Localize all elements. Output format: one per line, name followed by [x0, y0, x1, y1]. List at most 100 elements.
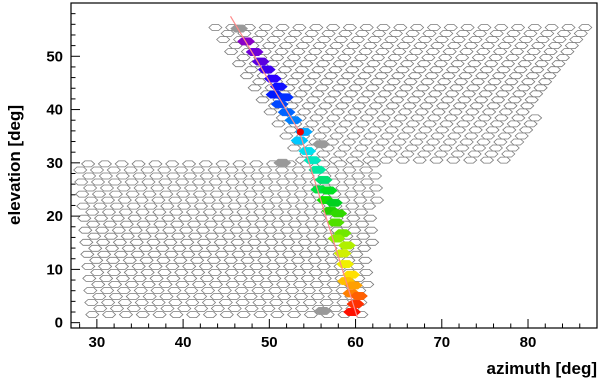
camera-pixel	[208, 178, 223, 186]
camera-pixel	[412, 156, 427, 164]
camera-pixel	[84, 196, 99, 204]
camera-pixel	[293, 190, 308, 198]
camera-pixel	[342, 166, 357, 174]
camera-pixel	[371, 30, 387, 37]
camera-pixel	[123, 166, 138, 174]
camera-pixel	[509, 48, 525, 55]
camera-pixel	[263, 226, 278, 234]
camera-pixel	[217, 184, 232, 192]
camera-pixel	[366, 150, 381, 158]
camera-pixel	[88, 244, 103, 252]
camera-pixel	[238, 232, 253, 240]
track-hit-pixel	[308, 165, 327, 174]
camera-pixel	[317, 126, 332, 134]
camera-pixel	[375, 138, 390, 146]
camera-pixel	[564, 42, 579, 49]
camera-pixel	[404, 144, 419, 152]
camera-pixel	[348, 84, 363, 92]
camera-pixel	[217, 287, 232, 294]
camera-pixel	[451, 126, 466, 134]
track-hit-pixel	[313, 307, 332, 315]
camera-pixel	[323, 244, 338, 252]
camera-pixel	[171, 232, 186, 240]
camera-pixel	[116, 184, 131, 192]
camera-pixel	[326, 280, 341, 288]
camera-pixel	[555, 54, 570, 61]
camera-pixel	[393, 114, 408, 122]
camera-pixel	[178, 214, 193, 222]
camera-pixel	[148, 160, 163, 168]
camera-pixel	[224, 48, 239, 55]
camera-pixel	[286, 208, 301, 216]
camera-pixel	[287, 220, 302, 228]
camera-pixel	[215, 160, 230, 168]
camera-pixel	[294, 66, 309, 74]
camera-pixel	[487, 78, 502, 86]
camera-pixel	[105, 256, 121, 264]
camera-pixel	[312, 132, 327, 140]
camera-pixel	[74, 178, 89, 186]
camera-pixel	[492, 72, 507, 80]
camera-pixel	[315, 250, 330, 258]
camera-pixel	[242, 178, 257, 186]
camera-pixel	[160, 305, 175, 312]
camera-pixel	[126, 305, 141, 312]
camera-pixel	[506, 30, 521, 37]
camera-pixel	[400, 150, 415, 158]
camera-pixel	[97, 160, 112, 168]
camera-pixel	[102, 220, 118, 228]
camera-pixel	[378, 66, 393, 74]
camera-pixel	[448, 108, 463, 116]
camera-pixel	[377, 90, 392, 98]
camera-pixel	[520, 102, 535, 110]
camera-pixel	[434, 36, 449, 43]
camera-pixel	[308, 48, 323, 55]
camera-pixel	[232, 160, 247, 168]
camera-pixel	[254, 220, 269, 228]
camera-pixel	[326, 114, 341, 122]
camera-pixel	[240, 256, 255, 264]
camera-pixel	[472, 144, 487, 152]
camera-pixel	[468, 126, 483, 134]
camera-pixel	[236, 54, 251, 61]
camera-pixel	[270, 54, 285, 61]
camera-pixel	[516, 84, 531, 92]
camera-pixel	[356, 232, 371, 240]
camera-pixel	[134, 196, 149, 204]
camera-pixel	[235, 299, 250, 306]
camera-pixel	[308, 268, 323, 276]
camera-pixel	[535, 36, 550, 43]
camera-pixel	[358, 138, 373, 146]
camera-pixel	[98, 172, 113, 180]
camera-pixel	[485, 126, 500, 134]
camera-pixel	[416, 60, 432, 68]
camera-pixel	[424, 72, 439, 80]
camera-pixel	[472, 30, 487, 37]
camera-pixel	[126, 202, 141, 210]
camera-pixel	[223, 256, 238, 264]
camera-pixel	[164, 250, 179, 258]
camera-pixel	[168, 299, 183, 306]
camera-pixel	[133, 287, 148, 294]
camera-pixel	[338, 120, 353, 128]
camera-pixel	[471, 54, 486, 61]
camera-pixel	[77, 214, 92, 222]
camera-pixel	[498, 108, 513, 116]
camera-pixel	[409, 48, 424, 55]
camera-pixel	[438, 54, 453, 61]
camera-pixel	[231, 60, 247, 68]
camera-pixel	[543, 48, 558, 55]
y-tick-label: 30	[46, 155, 63, 172]
camera-pixel	[94, 214, 109, 222]
camera-pixel	[526, 48, 541, 55]
camera-pixel	[415, 84, 430, 92]
camera-pixel	[345, 202, 360, 210]
camera-pixel	[324, 256, 339, 264]
camera-pixel	[495, 90, 510, 98]
camera-pixel	[494, 114, 509, 122]
camera-pixel	[262, 214, 277, 222]
camera-pixel	[435, 126, 450, 134]
camera-pixel	[184, 287, 199, 294]
camera-pixel	[357, 72, 372, 80]
camera-pixel	[316, 36, 332, 43]
